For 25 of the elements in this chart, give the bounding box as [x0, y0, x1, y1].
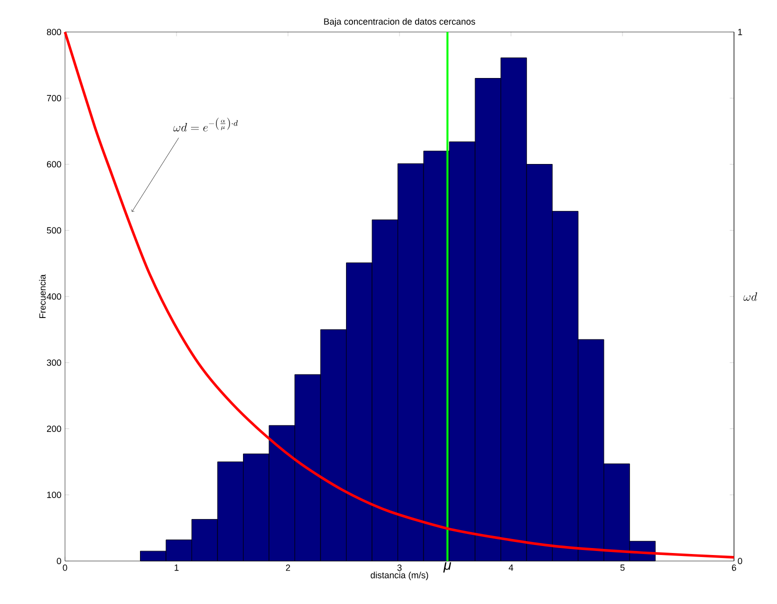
y-axis-title: Frecuencia [39, 274, 46, 318]
x-tick-label: 1 [174, 564, 179, 571]
chart-title: Baja concentracion de datos cercanos [324, 18, 476, 26]
x-tick-label: 6 [732, 564, 736, 571]
y-tick-label: 100 [47, 492, 62, 498]
y-tick-label: 300 [46, 359, 62, 366]
y-tick-label: 800 [46, 28, 62, 36]
x-tick-label: 4 [508, 564, 514, 571]
line-series [64, 30, 736, 559]
x-axis-title: distancia (m/s) [370, 572, 428, 580]
y-tick-label: 500 [46, 227, 62, 234]
y2-tick-label: 1 [738, 28, 742, 36]
ref-line-label: μ [443, 562, 452, 573]
y-tick-label: 600 [46, 161, 62, 168]
x-tick-label: 2 [286, 564, 290, 571]
y2-axis-title: $\omega d$ [744, 292, 758, 301]
y-tick-label: 200 [46, 426, 62, 432]
y2-tick-label: 0 [738, 558, 742, 564]
y-tick-label: 700 [46, 94, 62, 102]
x-tick-label: 3 [397, 564, 402, 571]
annotation: $\omega d = e^{-\left(\frac{\alpha}{\mu}\right)\cdot d}$ [173, 118, 238, 132]
x-tick-label: 0 [62, 564, 68, 571]
y-tick-label: 400 [46, 293, 62, 300]
y-tick-label: 0 [56, 558, 62, 564]
x-tick-label: 5 [620, 564, 625, 571]
